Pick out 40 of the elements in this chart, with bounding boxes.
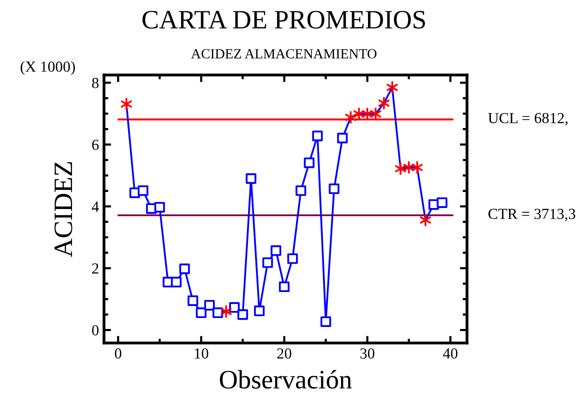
text: (X 1000) bbox=[20, 61, 75, 75]
x-tick-label: 0 bbox=[114, 348, 122, 359]
point bbox=[337, 132, 348, 144]
point bbox=[278, 281, 290, 292]
point bbox=[204, 300, 215, 311]
point bbox=[328, 183, 340, 194]
point bbox=[287, 253, 298, 264]
chart-subtitle: ACIDEZ ALMACENAMIENTO bbox=[191, 49, 376, 58]
point bbox=[188, 295, 198, 306]
point bbox=[312, 130, 323, 142]
point bbox=[296, 185, 306, 196]
point bbox=[154, 202, 165, 213]
y-axis-title: ACIDEZ bbox=[54, 162, 72, 258]
point bbox=[196, 307, 206, 318]
y-tick-label: 2 bbox=[92, 263, 98, 274]
point bbox=[212, 307, 224, 318]
point bbox=[320, 316, 332, 327]
point bbox=[246, 173, 256, 184]
point bbox=[304, 157, 314, 168]
point bbox=[237, 309, 248, 320]
y-tick-label: 8 bbox=[92, 78, 99, 88]
y-tick-label: 4 bbox=[92, 202, 99, 212]
point bbox=[170, 276, 182, 288]
ref-line-label: CTR = 3713,3 bbox=[488, 208, 576, 222]
x-axis-title: Observación bbox=[220, 370, 352, 389]
x-tick-label: 10 bbox=[194, 348, 208, 359]
point bbox=[262, 257, 273, 268]
point bbox=[254, 306, 265, 316]
point bbox=[436, 197, 448, 208]
y-tick-label: 0 bbox=[92, 325, 99, 336]
x-tick-label: 20 bbox=[277, 348, 292, 359]
point bbox=[270, 245, 282, 256]
point bbox=[138, 185, 148, 196]
x-tick-label: 40 bbox=[443, 348, 458, 359]
ref-line-label: UCL = 6812, bbox=[488, 112, 568, 126]
chart-title: CARTA DE PROMEDIOS bbox=[142, 10, 425, 29]
y-tick-label: 6 bbox=[92, 140, 99, 150]
point bbox=[179, 264, 190, 274]
point bbox=[229, 302, 240, 313]
x-tick-label: 30 bbox=[360, 348, 374, 359]
